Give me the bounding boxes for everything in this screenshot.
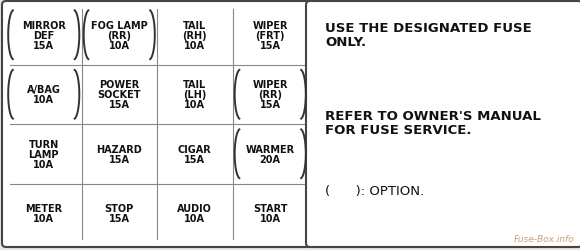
Text: (RR): (RR)	[107, 31, 131, 40]
Text: SOCKET: SOCKET	[97, 90, 141, 100]
Text: START: START	[253, 204, 288, 214]
Text: WIPER: WIPER	[252, 21, 288, 31]
Text: FOR FUSE SERVICE.: FOR FUSE SERVICE.	[325, 124, 472, 137]
Text: (RR): (RR)	[258, 90, 282, 100]
Text: 10A: 10A	[260, 214, 281, 223]
Text: TAIL: TAIL	[183, 80, 206, 90]
Text: MIRROR: MIRROR	[22, 21, 66, 31]
Text: 15A: 15A	[260, 40, 281, 50]
Text: 10A: 10A	[33, 95, 55, 105]
Text: TAIL: TAIL	[183, 21, 206, 31]
Text: ONLY.: ONLY.	[325, 36, 366, 49]
Text: 10A: 10A	[33, 214, 55, 223]
Text: TURN: TURN	[28, 139, 59, 149]
Text: 10A: 10A	[33, 159, 55, 169]
Text: 15A: 15A	[184, 154, 205, 164]
Text: 10A: 10A	[184, 100, 205, 110]
Text: METER: METER	[25, 204, 62, 214]
Text: (      ): OPTION.: ( ): OPTION.	[325, 184, 424, 197]
Text: 15A: 15A	[33, 40, 55, 50]
Text: 15A: 15A	[260, 100, 281, 110]
Text: 10A: 10A	[184, 214, 205, 223]
Text: LAMP: LAMP	[28, 149, 59, 159]
Text: FOG LAMP: FOG LAMP	[91, 21, 148, 31]
Text: STOP: STOP	[104, 204, 134, 214]
Text: (RH): (RH)	[183, 31, 207, 40]
Text: Fuse-Box.info: Fuse-Box.info	[514, 234, 575, 243]
Text: 15A: 15A	[109, 154, 130, 164]
FancyBboxPatch shape	[2, 2, 312, 247]
Text: REFER TO OWNER'S MANUAL: REFER TO OWNER'S MANUAL	[325, 110, 541, 122]
FancyBboxPatch shape	[306, 2, 580, 247]
Text: WIPER: WIPER	[252, 80, 288, 90]
Text: USE THE DESIGNATED FUSE: USE THE DESIGNATED FUSE	[325, 22, 532, 35]
Text: CIGAR: CIGAR	[178, 144, 212, 154]
Text: A/BAG: A/BAG	[27, 85, 61, 95]
Text: 15A: 15A	[109, 214, 130, 223]
Text: DEF: DEF	[33, 31, 55, 40]
Text: POWER: POWER	[99, 80, 139, 90]
Text: 10A: 10A	[184, 40, 205, 50]
Text: 20A: 20A	[260, 154, 281, 164]
Text: HAZARD: HAZARD	[96, 144, 142, 154]
Text: WARMER: WARMER	[246, 144, 295, 154]
Text: (LH): (LH)	[183, 90, 206, 100]
Text: AUDIO: AUDIO	[177, 204, 212, 214]
Text: (FRT): (FRT)	[256, 31, 285, 40]
Text: 10A: 10A	[109, 40, 130, 50]
Text: 15A: 15A	[109, 100, 130, 110]
